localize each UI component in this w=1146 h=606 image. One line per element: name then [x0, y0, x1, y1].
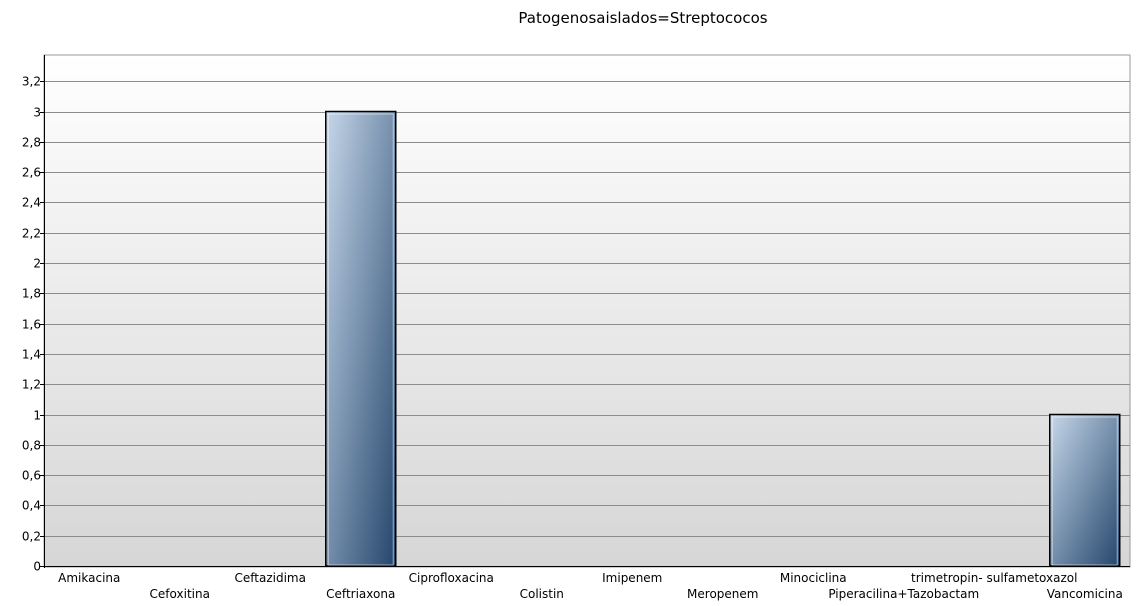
bar-vancomicina — [1049, 413, 1121, 567]
x-category-label: Cefoxitina — [150, 587, 210, 601]
plot-area — [43, 54, 1131, 568]
y-tick-label: 2,8 — [22, 136, 41, 150]
gridlines — [44, 81, 1130, 537]
y-tick-label: 1,2 — [22, 378, 41, 392]
x-category-label: Ciprofloxacina — [409, 571, 494, 585]
x-category-label: Ceftriaxona — [326, 587, 395, 601]
y-tick-label: 2,6 — [22, 166, 41, 180]
x-category-label: Piperacilina+Tazobactam — [828, 587, 979, 601]
y-tick-label: 3,2 — [22, 75, 41, 89]
x-category-label: Ceftazidima — [235, 571, 306, 585]
y-tick-label: 1 — [33, 409, 41, 423]
bar-highlight — [1051, 416, 1118, 566]
x-category-label: Minociclina — [780, 571, 847, 585]
chart-title: Patogenosaislados=Streptococos — [518, 9, 767, 27]
y-tick-label: 0,6 — [22, 469, 41, 483]
x-category-label: Imipenem — [602, 571, 662, 585]
y-tick-label: 1,6 — [22, 318, 41, 332]
y-tick-label: 0,8 — [22, 439, 41, 453]
bar-ceftriaxona — [325, 110, 397, 567]
y-tick-label: 2,2 — [22, 227, 41, 241]
y-tick-label: 0,2 — [22, 530, 41, 544]
bars — [325, 110, 1121, 567]
y-axis-ticks: 0 0,2 0,4 0,6 0,8 1 1,2 1,4 1,6 1,8 2 2,2 2,4 2,6 2,8 3… — [22, 75, 44, 574]
x-axis-labels: Amikacina Cefoxitina Ceftazidima Ceftriaxon… — [58, 571, 1123, 601]
y-tick-label: 1,8 — [22, 287, 41, 301]
y-tick-label: 0,4 — [22, 499, 41, 513]
x-category-label: Meropenem — [687, 587, 758, 601]
x-category-label: Colistin — [520, 587, 564, 601]
bar-highlight — [327, 113, 394, 566]
y-tick-label: 1,4 — [22, 348, 41, 362]
y-tick-label: 0 — [33, 560, 41, 574]
y-tick-label: 3 — [33, 106, 41, 120]
axes — [44, 55, 1130, 568]
x-category-label: Vancomicina — [1047, 587, 1123, 601]
x-category-label: trimetropin- sulfametoxazol — [911, 571, 1077, 585]
x-category-label: Amikacina — [58, 571, 120, 585]
y-tick-label: 2,4 — [22, 196, 41, 210]
y-tick-label: 2 — [33, 257, 41, 271]
